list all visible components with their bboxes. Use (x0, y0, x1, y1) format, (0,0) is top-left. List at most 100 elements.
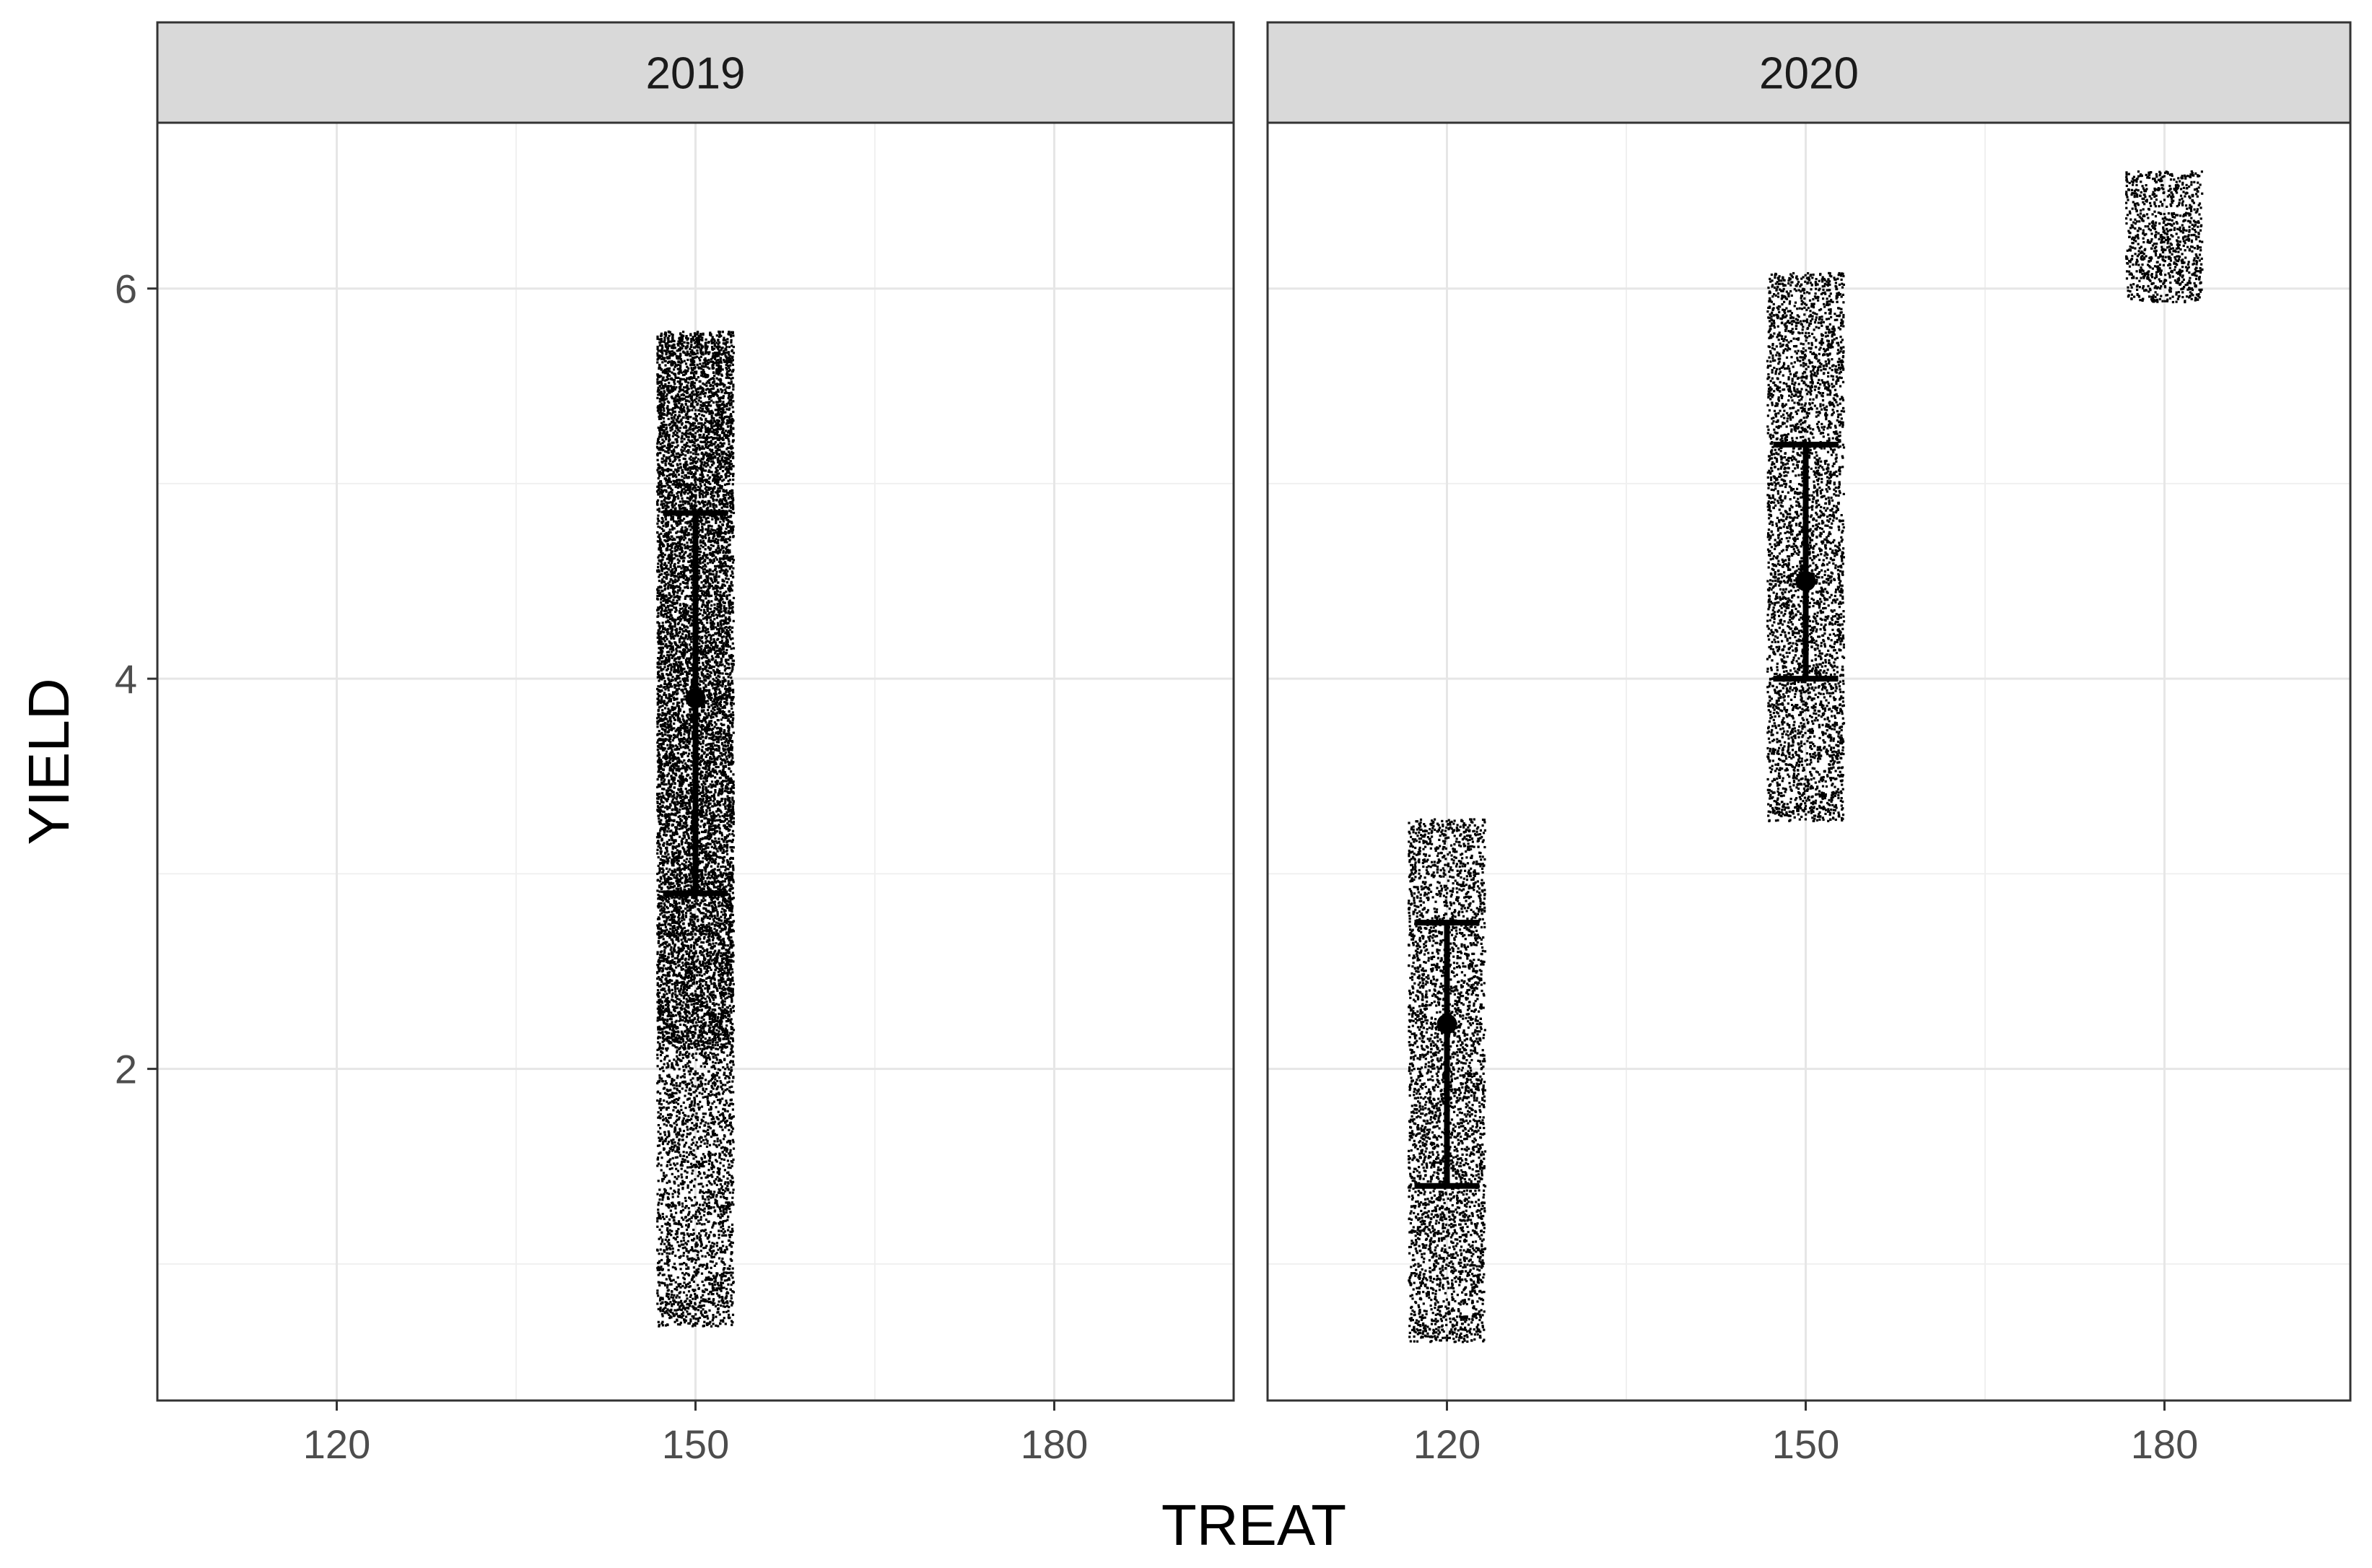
data-point (697, 1079, 699, 1081)
data-point (658, 1131, 660, 1133)
data-point (733, 1189, 735, 1191)
data-point (716, 1245, 718, 1247)
data-point (678, 598, 680, 601)
data-point (691, 1003, 693, 1006)
data-point (675, 1014, 677, 1016)
data-point (718, 1237, 720, 1239)
data-point (732, 602, 734, 604)
data-point (657, 1117, 659, 1119)
data-point (666, 1124, 668, 1126)
data-point (677, 1249, 679, 1251)
data-point (722, 1006, 724, 1009)
data-point (679, 993, 681, 995)
data-point (683, 1146, 685, 1148)
data-point (705, 1234, 707, 1237)
data-point (657, 1157, 659, 1159)
data-point (721, 1258, 723, 1260)
data-point (663, 677, 665, 679)
data-point (666, 1062, 668, 1064)
data-point (708, 1221, 710, 1223)
data-point (675, 1281, 677, 1284)
data-point (670, 566, 672, 568)
data-point (710, 1207, 712, 1209)
data-point (691, 1239, 693, 1241)
data-point (728, 483, 730, 485)
data-point (679, 411, 681, 413)
data-point (701, 1255, 703, 1258)
data-point (656, 1220, 658, 1222)
data-point (704, 1066, 706, 1068)
data-point (709, 1144, 711, 1146)
data-point (701, 1273, 703, 1275)
data-point (660, 1259, 663, 1261)
data-point (677, 1228, 679, 1230)
data-point (703, 1214, 705, 1216)
data-point (689, 1320, 692, 1323)
data-point (733, 1063, 735, 1066)
data-point (718, 1188, 720, 1190)
data-point (728, 1115, 731, 1117)
data-point (657, 1028, 659, 1030)
data-point (683, 1118, 685, 1120)
data-point (682, 1134, 684, 1136)
data-point (714, 1289, 716, 1291)
data-point (674, 1207, 676, 1209)
data-point (727, 1159, 729, 1162)
data-point (666, 1107, 668, 1109)
data-point (730, 1274, 732, 1276)
data-point (699, 1092, 701, 1094)
data-point (692, 1298, 694, 1300)
data-point (663, 1148, 666, 1150)
data-point (668, 716, 671, 718)
data-point (666, 645, 668, 648)
data-point (732, 1055, 734, 1058)
data-point (707, 1189, 710, 1191)
data-point (689, 1087, 691, 1089)
data-point (657, 1294, 659, 1297)
data-point (729, 1243, 731, 1245)
data-point (667, 853, 669, 855)
data-point (711, 525, 713, 527)
data-point (699, 825, 702, 827)
data-point (686, 1167, 689, 1169)
data-point (688, 1290, 690, 1292)
data-point (677, 1170, 679, 1172)
data-point (671, 1245, 673, 1247)
data-point (681, 705, 684, 707)
data-point (672, 942, 674, 944)
data-point (674, 990, 676, 993)
data-point (704, 1143, 706, 1145)
data-point (732, 505, 734, 507)
data-point (681, 1004, 684, 1006)
data-point (728, 1164, 731, 1166)
data-point (707, 1123, 710, 1125)
data-point (669, 1158, 671, 1160)
data-point (720, 373, 723, 375)
data-point (697, 364, 699, 366)
data-point (728, 676, 730, 678)
data-point (725, 980, 727, 983)
data-point (710, 983, 712, 985)
data-point (668, 1107, 670, 1109)
data-point (673, 897, 676, 899)
data-point (702, 1139, 705, 1141)
data-point (661, 1225, 663, 1227)
data-point (720, 1226, 722, 1228)
data-point (722, 1302, 724, 1304)
data-point (661, 1239, 663, 1241)
data-point (675, 1001, 677, 1003)
data-point (702, 1153, 705, 1155)
data-point (711, 518, 713, 521)
data-point (716, 499, 718, 501)
data-point (720, 1195, 722, 1198)
data-point (714, 529, 716, 531)
data-point (664, 1284, 666, 1286)
data-point (713, 1256, 715, 1258)
data-point (724, 917, 726, 919)
data-point (714, 1265, 716, 1267)
data-point (705, 1279, 707, 1281)
data-point (656, 352, 658, 354)
data-point (718, 1062, 720, 1064)
data-point (656, 1226, 658, 1228)
data-point (694, 1098, 696, 1100)
